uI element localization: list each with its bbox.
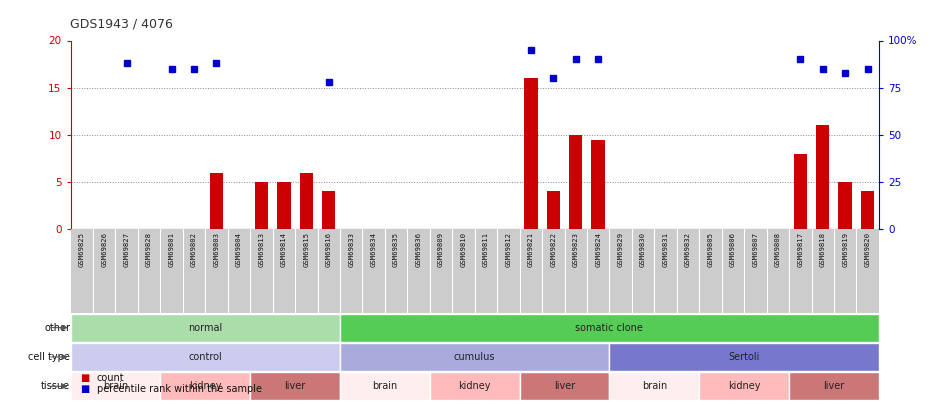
- Bar: [609, 372, 699, 401]
- Text: GSM69828: GSM69828: [146, 232, 152, 266]
- Text: GSM69812: GSM69812: [506, 232, 511, 266]
- Text: GSM69830: GSM69830: [640, 232, 646, 266]
- Bar: [300, 173, 313, 229]
- Text: GSM69805: GSM69805: [708, 232, 713, 266]
- Text: GSM69827: GSM69827: [124, 232, 130, 266]
- Text: GSM69836: GSM69836: [415, 232, 421, 266]
- Text: Sertoli: Sertoli: [728, 352, 760, 362]
- Text: GSM69824: GSM69824: [595, 232, 602, 266]
- Text: GSM69822: GSM69822: [550, 232, 556, 266]
- Text: brain: brain: [372, 381, 398, 391]
- Text: GSM69809: GSM69809: [438, 232, 444, 266]
- Text: GDS1943 / 4076: GDS1943 / 4076: [70, 17, 173, 30]
- Text: GSM69804: GSM69804: [236, 232, 242, 266]
- Bar: [838, 182, 852, 229]
- Bar: [546, 192, 560, 229]
- Text: cumulus: cumulus: [454, 352, 495, 362]
- Bar: [322, 192, 336, 229]
- Text: ■: ■: [80, 384, 89, 394]
- Text: other: other: [44, 323, 70, 333]
- Bar: [609, 343, 879, 371]
- Bar: [699, 372, 789, 401]
- Text: GSM69802: GSM69802: [191, 232, 197, 266]
- Bar: [70, 313, 340, 342]
- Bar: [430, 372, 520, 401]
- Text: liver: liver: [823, 381, 845, 391]
- Text: kidney: kidney: [459, 381, 491, 391]
- Bar: [861, 192, 874, 229]
- Bar: [340, 372, 430, 401]
- Text: GSM69801: GSM69801: [168, 232, 175, 266]
- Text: GSM69817: GSM69817: [797, 232, 804, 266]
- Text: cell type: cell type: [28, 352, 70, 362]
- Bar: [161, 372, 250, 401]
- Text: kidney: kidney: [728, 381, 760, 391]
- Bar: [70, 343, 340, 371]
- Text: GSM69825: GSM69825: [79, 232, 85, 266]
- Text: tissue: tissue: [41, 381, 70, 391]
- Text: GSM69835: GSM69835: [393, 232, 399, 266]
- Text: GSM69826: GSM69826: [102, 232, 107, 266]
- Text: GSM69811: GSM69811: [483, 232, 489, 266]
- Text: GSM69813: GSM69813: [258, 232, 264, 266]
- Bar: [789, 372, 879, 401]
- Text: kidney: kidney: [189, 381, 222, 391]
- Bar: [340, 313, 879, 342]
- Text: GSM69816: GSM69816: [326, 232, 332, 266]
- Bar: [816, 126, 829, 229]
- Text: somatic clone: somatic clone: [575, 323, 643, 333]
- Bar: [793, 153, 807, 229]
- Text: GSM69820: GSM69820: [865, 232, 870, 266]
- Text: GSM69823: GSM69823: [572, 232, 579, 266]
- Bar: [520, 372, 609, 401]
- Text: GSM69821: GSM69821: [528, 232, 534, 266]
- Text: GSM69803: GSM69803: [213, 232, 219, 266]
- Text: percentile rank within the sample: percentile rank within the sample: [97, 384, 262, 394]
- Text: control: control: [188, 352, 222, 362]
- Text: GSM69815: GSM69815: [304, 232, 309, 266]
- Text: brain: brain: [102, 381, 128, 391]
- Text: GSM69808: GSM69808: [775, 232, 781, 266]
- Text: GSM69814: GSM69814: [281, 232, 287, 266]
- Bar: [569, 135, 583, 229]
- Bar: [277, 182, 290, 229]
- Bar: [591, 139, 605, 229]
- Text: GSM69818: GSM69818: [820, 232, 825, 266]
- Text: GSM69810: GSM69810: [461, 232, 466, 266]
- Bar: [255, 182, 268, 229]
- Text: GSM69807: GSM69807: [752, 232, 759, 266]
- Text: liver: liver: [554, 381, 575, 391]
- Text: GSM69831: GSM69831: [663, 232, 668, 266]
- Text: normal: normal: [188, 323, 223, 333]
- Text: GSM69806: GSM69806: [730, 232, 736, 266]
- Text: GSM69832: GSM69832: [685, 232, 691, 266]
- Bar: [525, 78, 538, 229]
- Bar: [340, 343, 609, 371]
- Text: GSM69834: GSM69834: [370, 232, 377, 266]
- Text: GSM69819: GSM69819: [842, 232, 848, 266]
- Bar: [210, 173, 223, 229]
- Bar: [70, 372, 161, 401]
- Text: liver: liver: [285, 381, 306, 391]
- Text: GSM69829: GSM69829: [618, 232, 623, 266]
- Text: brain: brain: [642, 381, 667, 391]
- Text: count: count: [97, 373, 124, 383]
- Text: ■: ■: [80, 373, 89, 383]
- Bar: [250, 372, 340, 401]
- Text: GSM69833: GSM69833: [348, 232, 354, 266]
